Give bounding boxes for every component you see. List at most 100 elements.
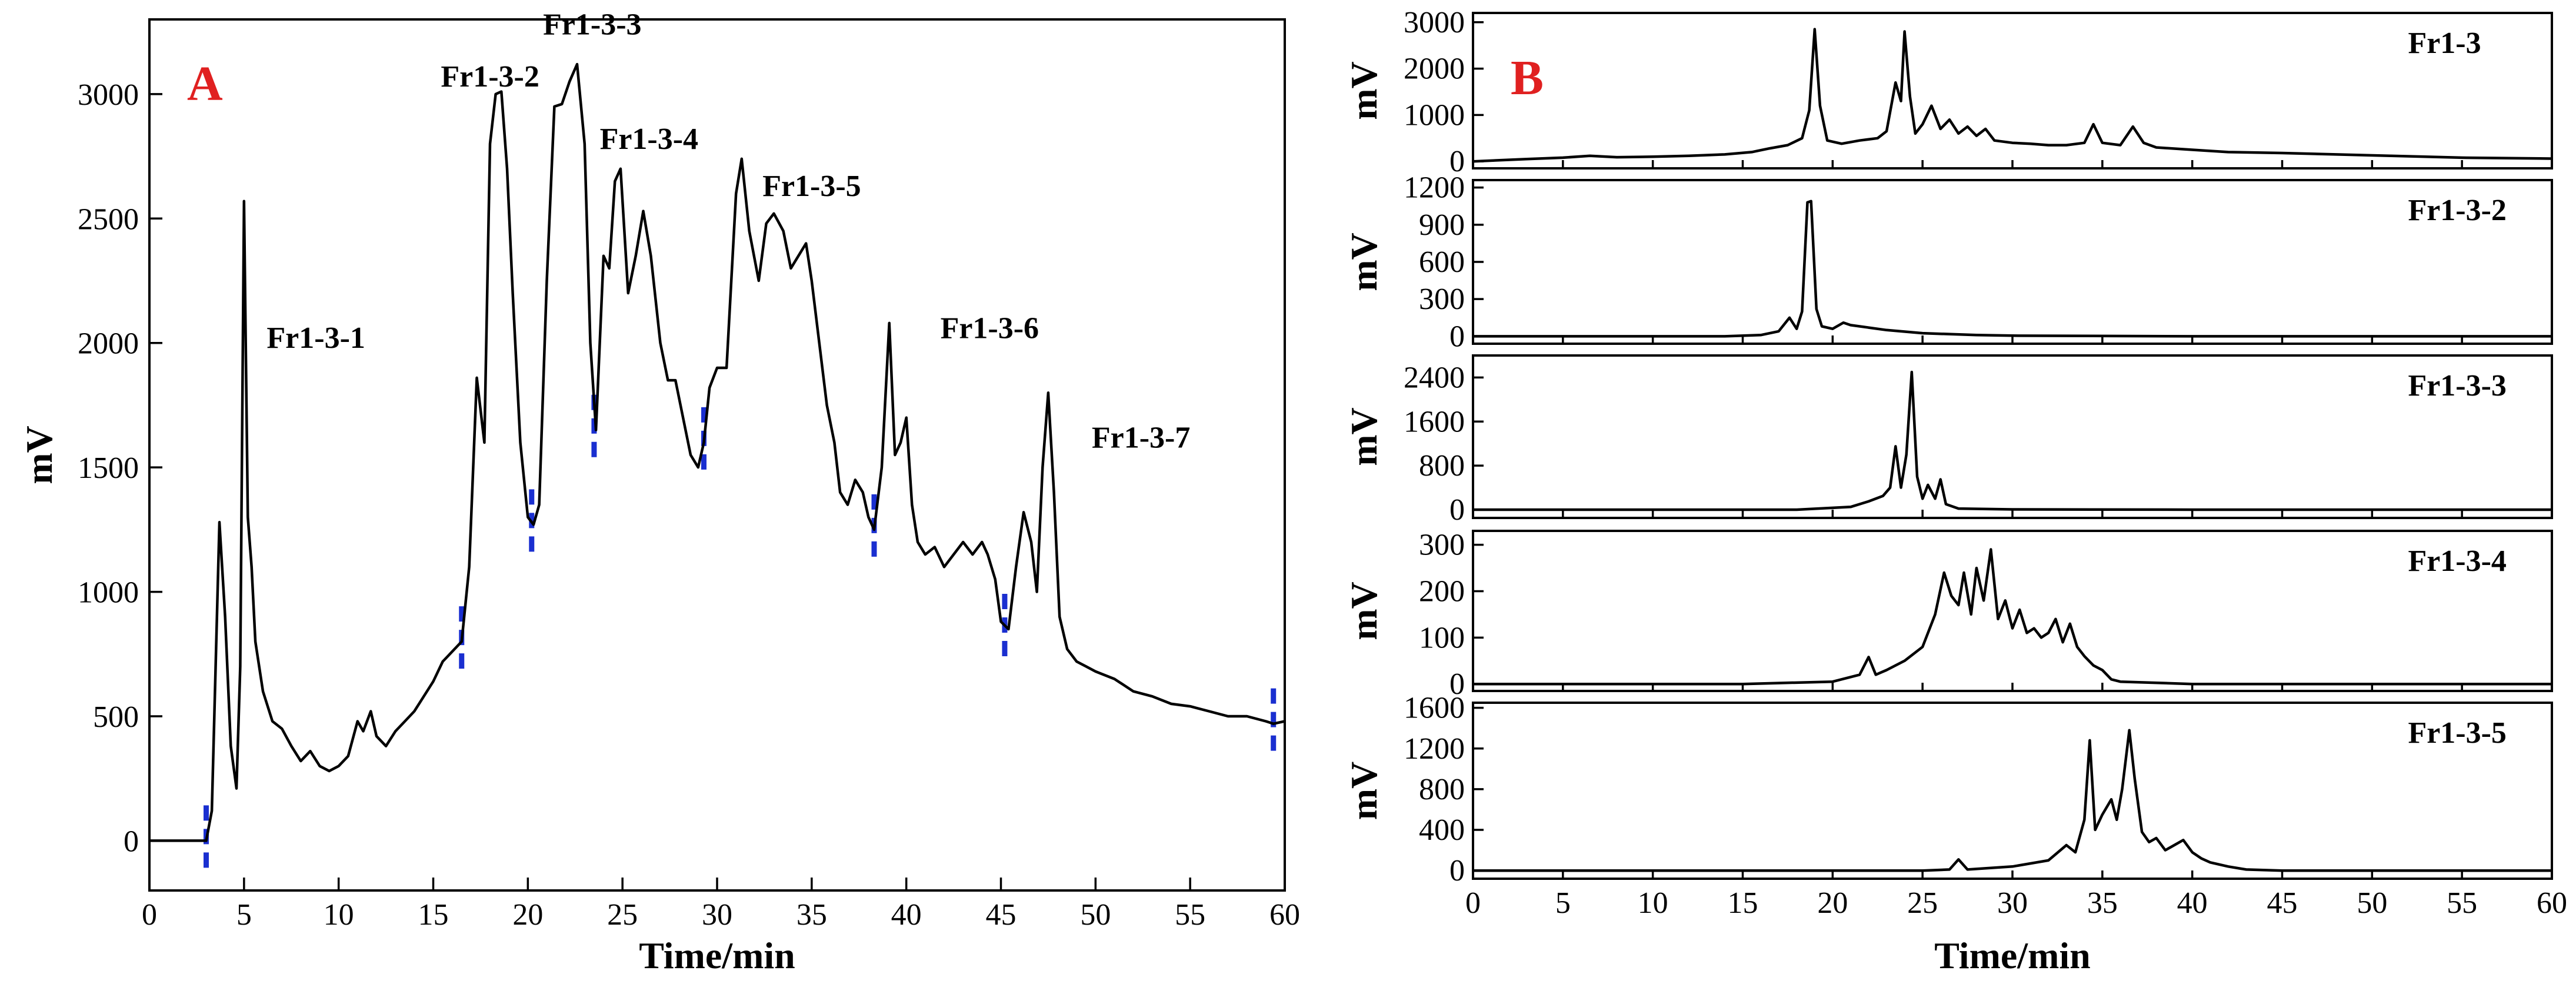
panel-b-subplot-name: Fr1-3-3: [2408, 369, 2506, 403]
panel-b-y-tick-label: 2400: [1404, 361, 1465, 394]
panel-b-y-tick-label: 1600: [1404, 405, 1465, 438]
panel-b-y-axis-title: mV: [1343, 61, 1385, 120]
panel-b-subplot-frame: [1472, 179, 2553, 345]
panel-b-x-tick-label: 35: [2087, 886, 2118, 920]
panel-a-chart: A Time/min mV 0 5 10 15 20 25 30 35 40 45 50 55 60 0 5…: [18, 8, 1300, 976]
panel-b-chart: B Time/min 0100020003000Fr1-3mV030060090…: [1343, 6, 2567, 976]
panel-b-trace: [1473, 200, 2552, 338]
panel-b-y-tick-label: 1200: [1404, 732, 1465, 766]
panel-b-y-tick-label: 400: [1419, 813, 1465, 847]
panel-b-subplot-frame: [1472, 530, 2553, 692]
panel-b-x-tick-label: 5: [1555, 886, 1571, 920]
panel-b-x-tick-label: 30: [1997, 886, 2028, 920]
panel-b-subplot-name: Fr1-3-5: [2408, 716, 2506, 750]
panel-b-x-tick-label: 15: [1728, 886, 1758, 920]
panel-b-subplots: 0100020003000Fr1-3mV03006009001200Fr1-3-…: [1343, 6, 2553, 888]
panel-a-x-tick-label: 35: [797, 898, 827, 932]
panel-b-y-tick-label: 1000: [1404, 98, 1465, 132]
panel-a-x-tick-label: 20: [512, 898, 543, 932]
panel-b-letter: B: [1511, 51, 1544, 105]
panel-b-y-tick-label: 200: [1419, 574, 1465, 608]
panel-b-x-axis-ticks: 0 5 10 15 20 25 30 35 40 45 50 55 60: [1465, 886, 2567, 920]
panel-a-x-tick-label: 55: [1175, 898, 1205, 932]
panel-b-y-tick-label: 2000: [1404, 52, 1465, 86]
panel-b-x-tick-label: 60: [2537, 886, 2567, 920]
panel-b-y-tick-label: 600: [1419, 245, 1465, 279]
panel-b-trace: [1472, 28, 2552, 163]
panel-b-y-tick-label: 3000: [1404, 6, 1465, 39]
panel-b-trace: [1473, 548, 2552, 686]
panel-a-y-tick-label: 0: [124, 825, 139, 858]
panel-b-y-tick-label: 1200: [1404, 171, 1465, 205]
panel-a-peak-label: Fr1-3-6: [941, 311, 1039, 345]
panel-a-y-tick-label: 1500: [78, 451, 139, 485]
panel-b-y-tick-label: 0: [1449, 854, 1465, 888]
panel-a-y-tick-label: 2000: [78, 327, 139, 361]
panel-a-peak-label: Fr1-3-7: [1092, 421, 1190, 454]
panel-b-subplot-frame: [1472, 12, 2553, 170]
panel-b-subplot: 0 400 800 1200 1600 Fr1-3-5 mV: [1343, 692, 2553, 888]
panel-b-x-tick-label: 45: [2267, 886, 2298, 920]
panel-b-x-tick-label: 10: [1638, 886, 1668, 920]
panel-b-trace: [1473, 729, 2552, 872]
panel-a-y-tick-label: 2500: [78, 202, 139, 236]
panel-b-y-axis-title: mV: [1343, 407, 1385, 466]
panel-a-x-tick-label: 40: [891, 898, 922, 932]
panel-a-peak-label: Fr1-3-5: [762, 170, 861, 203]
panel-a-y-tick-label: 500: [93, 700, 139, 734]
panel-b-subplot-frame: [1472, 702, 2553, 880]
panel-b-x-tick-label: 40: [2177, 886, 2208, 920]
panel-a-peak-label: Fr1-3-1: [266, 321, 365, 355]
panel-b-subplot-name: Fr1-3: [2408, 26, 2481, 60]
panel-a-x-tick-label: 10: [324, 898, 354, 932]
panel-a-peak-label: Fr1-3-2: [441, 60, 539, 94]
panel-a-y-tick-label: 3000: [78, 78, 139, 112]
panel-b-y-axis-title: mV: [1343, 762, 1385, 820]
panel-a-x-tick-label: 50: [1080, 898, 1111, 932]
panel-b-x-tick-label: 25: [1907, 886, 1938, 920]
panel-a-y-tick-label: 1000: [78, 576, 139, 610]
panel-a-x-tick-label: 25: [607, 898, 638, 932]
panel-a-x-tick-label: 45: [986, 898, 1017, 932]
panel-a-y-axis-title: mV: [18, 426, 60, 484]
panel-b-y-axis-title: mV: [1343, 581, 1385, 640]
panel-b-y-tick-label: 800: [1419, 773, 1465, 806]
panel-b-x-tick-label: 0: [1465, 886, 1481, 920]
panel-b-subplot: 0 800 1600 2400 Fr1-3-3 mV: [1343, 354, 2553, 527]
panel-a-x-axis-title: Time/min: [639, 935, 795, 976]
panel-b-y-tick-label: 1600: [1404, 692, 1465, 725]
panel-b-subplot: 0 100 200 300 Fr1-3-4 mV: [1343, 529, 2553, 701]
panel-a-axis-ticks: 0 5 10 15 20 25 30 35 40 45 50 55 60 0 500 1000 1500 2000…: [78, 78, 1300, 932]
panel-b-subplot-name: Fr1-3-4: [2408, 544, 2506, 578]
panel-b-y-tick-label: 0: [1449, 320, 1465, 353]
panel-a-letter: A: [187, 57, 223, 111]
panel-b-y-tick-label: 900: [1419, 208, 1465, 242]
panel-b-y-axis-title: mV: [1343, 232, 1385, 291]
panel-a-plot-frame: [148, 18, 1286, 892]
panel-b-subplot-name: Fr1-3-2: [2408, 194, 2506, 227]
panel-a-x-tick-label: 0: [142, 898, 157, 932]
panel-b-x-tick-label: 20: [1817, 886, 1848, 920]
panel-b-y-tick-label: 0: [1449, 493, 1465, 527]
panel-b-subplot: 0 1000 2000 3000 Fr1-3 mV: [1343, 6, 2553, 178]
panel-a-peak-label: Fr1-3-3: [543, 8, 641, 41]
panel-a-x-tick-label: 5: [236, 898, 252, 932]
panel-b-subplot-frame: [1472, 354, 2553, 519]
panel-b-y-tick-label: 0: [1449, 667, 1465, 701]
panel-b-y-tick-label: 0: [1449, 145, 1465, 178]
panel-a-x-tick-label: 30: [702, 898, 732, 932]
panel-a-x-tick-label: 60: [1269, 898, 1300, 932]
panel-b-y-tick-label: 100: [1419, 621, 1465, 654]
panel-b-trace: [1473, 370, 2552, 511]
panel-b-x-axis-title: Time/min: [1934, 935, 2091, 976]
panel-b-x-tick-label: 50: [2357, 886, 2387, 920]
panel-a-trace: [149, 62, 1285, 842]
panel-b-y-tick-label: 300: [1419, 529, 1465, 562]
panel-b-y-tick-label: 800: [1419, 449, 1465, 483]
panel-a-x-tick-label: 15: [418, 898, 449, 932]
panel-b-x-tick-label: 55: [2447, 886, 2477, 920]
panel-a-peak-label: Fr1-3-4: [600, 122, 698, 156]
